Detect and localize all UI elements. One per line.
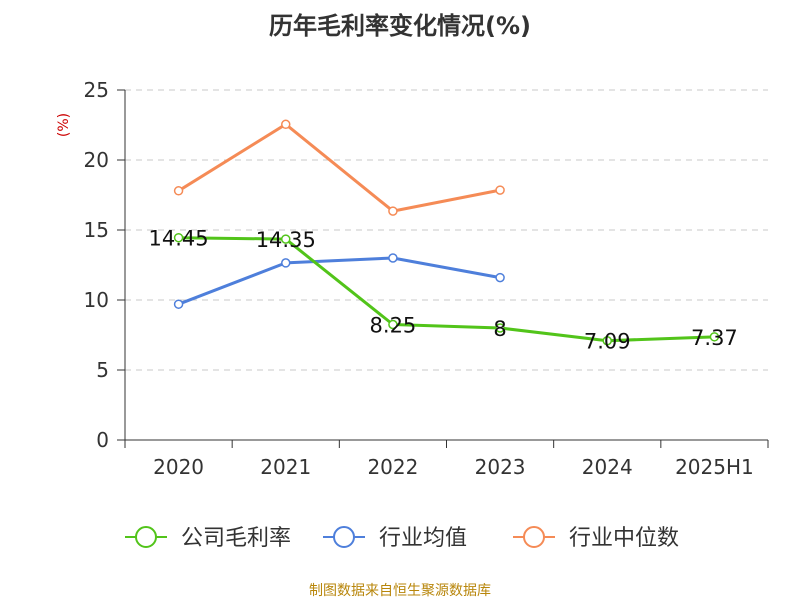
data-point [602, 335, 612, 346]
data-point [173, 186, 184, 196]
chart-title: 历年毛利率变化情况(%) [269, 12, 531, 40]
data-point [173, 232, 184, 243]
data-label: 7.09 [584, 330, 631, 354]
data-point [281, 234, 291, 244]
source-note: 制图数据来自恒生聚源数据库 [309, 583, 491, 599]
data-label: 7.37 [691, 326, 738, 350]
x-tick-label: 2020 [153, 455, 204, 479]
y-axis-label: (%) [56, 113, 72, 137]
y-tick-label: 25 [84, 78, 109, 102]
legend-label: 公司毛利率 [181, 526, 291, 551]
data-point [495, 185, 505, 195]
series-line [177, 122, 501, 213]
data-point [495, 272, 505, 283]
legend-label: 行业均值 [379, 526, 467, 551]
data-label: 14.35 [256, 228, 316, 252]
x-tick-label: 2022 [367, 455, 418, 479]
data-point [495, 323, 505, 333]
legend-marker [523, 526, 545, 548]
data-point [281, 258, 291, 268]
data-point [388, 206, 398, 216]
data-point [709, 332, 720, 342]
x-tick-label: 2023 [475, 455, 526, 479]
y-tick-label: 5 [96, 358, 109, 382]
x-tick-label: 2024 [582, 455, 633, 479]
x-tick-label: 2025H1 [675, 455, 754, 479]
x-tick-label: 2021 [260, 455, 311, 479]
y-tick-label: 10 [84, 288, 109, 312]
data-label: 14.45 [149, 227, 209, 251]
data-point [173, 299, 184, 309]
legend-label: 行业中位数 [569, 526, 679, 551]
y-tick-label: 20 [84, 148, 109, 172]
y-tick-label: 15 [84, 218, 109, 242]
data-point [388, 319, 398, 330]
series-line [178, 256, 501, 306]
data-point [388, 253, 398, 263]
data-point [281, 119, 291, 130]
y-tick-label: 0 [96, 428, 109, 452]
legend-marker [135, 526, 157, 548]
data-label: 8.25 [370, 314, 417, 338]
data-label: 8 [493, 317, 506, 341]
legend-marker [333, 526, 355, 548]
series-line [178, 236, 715, 343]
